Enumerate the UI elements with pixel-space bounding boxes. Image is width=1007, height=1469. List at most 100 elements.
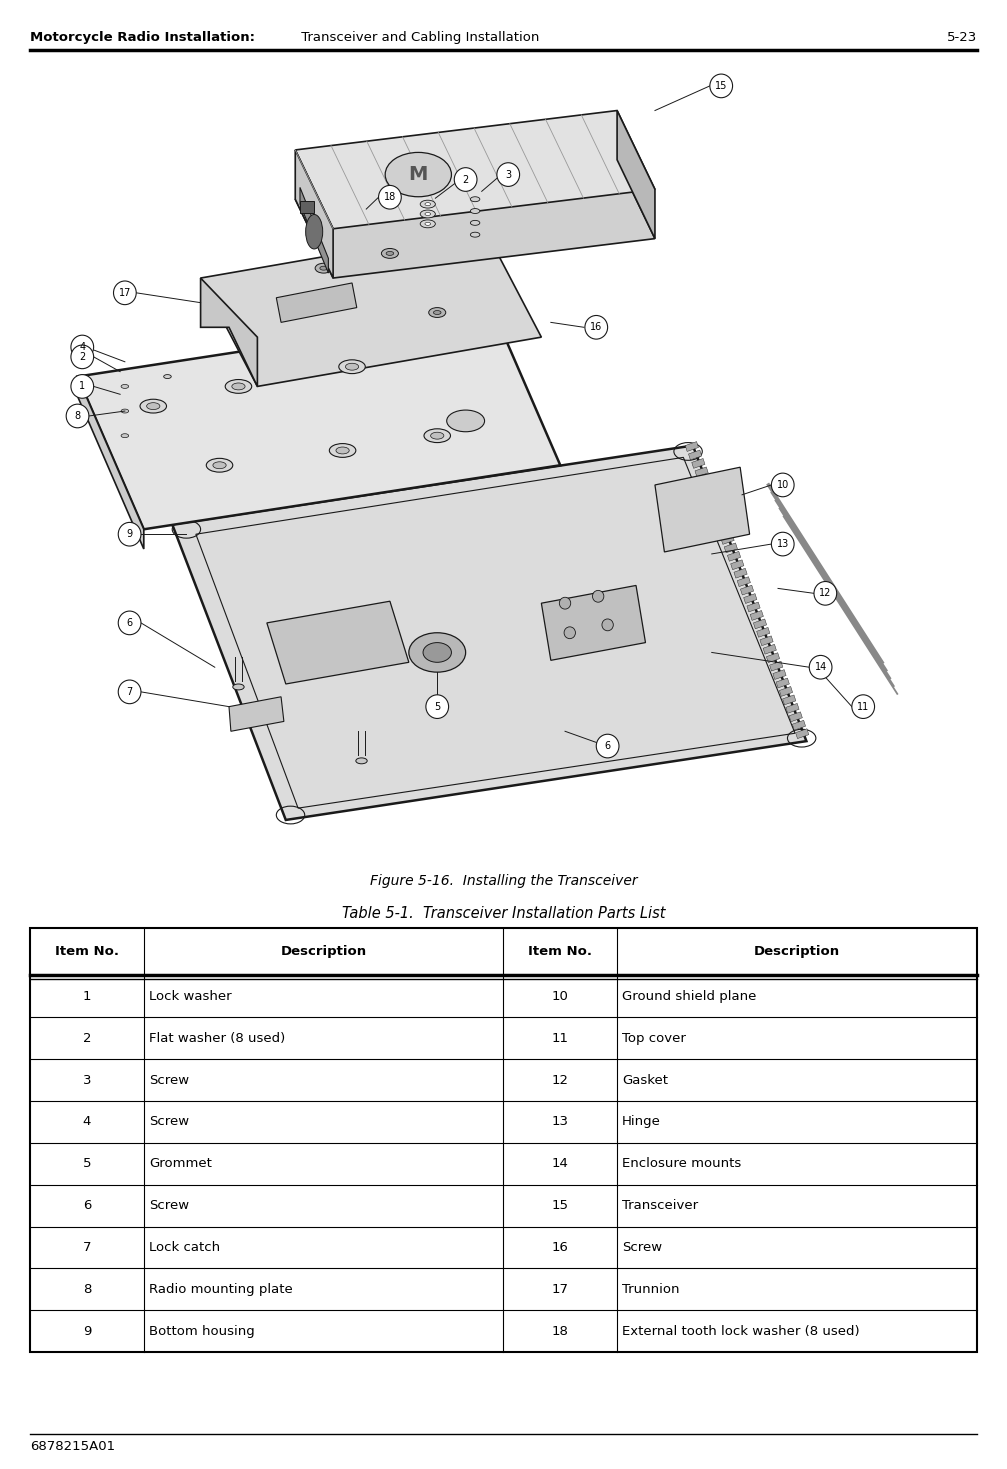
Circle shape — [379, 185, 401, 209]
Polygon shape — [200, 278, 258, 386]
Circle shape — [852, 695, 874, 718]
Circle shape — [564, 627, 575, 639]
Ellipse shape — [425, 222, 431, 225]
Circle shape — [70, 335, 94, 358]
Text: Description: Description — [281, 946, 367, 958]
Polygon shape — [796, 729, 809, 739]
Ellipse shape — [306, 214, 322, 248]
Circle shape — [559, 598, 571, 610]
Text: Item No.: Item No. — [529, 946, 592, 958]
Polygon shape — [785, 704, 800, 714]
Polygon shape — [772, 670, 786, 680]
Polygon shape — [747, 602, 760, 613]
Ellipse shape — [121, 433, 129, 438]
Text: 12: 12 — [819, 588, 832, 598]
Ellipse shape — [470, 209, 479, 213]
Ellipse shape — [382, 248, 399, 259]
Circle shape — [814, 582, 837, 605]
Text: 6878215A01: 6878215A01 — [30, 1440, 116, 1453]
Text: 4: 4 — [80, 342, 86, 353]
Text: 3: 3 — [83, 1074, 92, 1087]
Text: Grommet: Grommet — [149, 1158, 211, 1171]
Text: Trunnion: Trunnion — [622, 1282, 680, 1296]
Circle shape — [596, 734, 619, 758]
Ellipse shape — [447, 410, 484, 432]
Circle shape — [426, 695, 448, 718]
Ellipse shape — [431, 432, 444, 439]
Text: External tooth lock washer (8 used): External tooth lock washer (8 used) — [622, 1325, 860, 1338]
Ellipse shape — [232, 383, 245, 389]
Circle shape — [114, 281, 136, 304]
Polygon shape — [685, 442, 699, 451]
Text: 17: 17 — [552, 1282, 569, 1296]
Polygon shape — [756, 627, 770, 638]
Text: Lock catch: Lock catch — [149, 1241, 220, 1255]
Polygon shape — [172, 445, 807, 820]
Polygon shape — [267, 601, 409, 685]
Text: 2: 2 — [83, 1031, 92, 1044]
Text: 8: 8 — [75, 411, 81, 422]
Text: 7: 7 — [83, 1241, 92, 1255]
Ellipse shape — [226, 379, 252, 394]
Polygon shape — [793, 720, 806, 730]
Text: 2: 2 — [80, 353, 86, 361]
Polygon shape — [737, 577, 750, 586]
Text: 9: 9 — [83, 1325, 92, 1338]
Circle shape — [118, 680, 141, 704]
Polygon shape — [200, 229, 542, 386]
Text: 18: 18 — [384, 192, 396, 203]
Circle shape — [602, 618, 613, 630]
Text: Lock washer: Lock washer — [149, 990, 232, 1003]
Text: 15: 15 — [552, 1199, 569, 1212]
Text: Transceiver and Cabling Installation: Transceiver and Cabling Installation — [297, 31, 540, 44]
Polygon shape — [766, 652, 779, 663]
Polygon shape — [78, 313, 560, 529]
Polygon shape — [617, 110, 655, 238]
Text: Hinge: Hinge — [622, 1115, 661, 1128]
Text: 8: 8 — [83, 1282, 92, 1296]
Text: 5: 5 — [83, 1158, 92, 1171]
Polygon shape — [769, 661, 782, 671]
Text: Ground shield plane: Ground shield plane — [622, 990, 756, 1003]
Polygon shape — [718, 526, 731, 536]
Text: Motorcycle Radio Installation:: Motorcycle Radio Installation: — [30, 31, 255, 44]
Text: Top cover: Top cover — [622, 1031, 686, 1044]
Polygon shape — [78, 376, 144, 549]
Ellipse shape — [336, 447, 349, 454]
Ellipse shape — [425, 213, 431, 216]
Text: 4: 4 — [83, 1115, 92, 1128]
Ellipse shape — [423, 642, 451, 663]
Text: Transceiver: Transceiver — [622, 1199, 698, 1212]
Polygon shape — [779, 686, 793, 696]
Text: Enclosure mounts: Enclosure mounts — [622, 1158, 741, 1171]
Text: 5: 5 — [434, 702, 440, 711]
Polygon shape — [295, 160, 655, 278]
Text: Radio mounting plate: Radio mounting plate — [149, 1282, 293, 1296]
Bar — [300, 201, 314, 213]
Text: 11: 11 — [552, 1031, 569, 1044]
Circle shape — [454, 167, 477, 191]
Text: Gasket: Gasket — [622, 1074, 668, 1087]
Polygon shape — [740, 585, 753, 595]
Circle shape — [70, 375, 94, 398]
Text: Screw: Screw — [149, 1199, 189, 1212]
Ellipse shape — [121, 408, 129, 413]
Polygon shape — [763, 645, 776, 654]
Text: Description: Description — [754, 946, 840, 958]
Text: 16: 16 — [552, 1241, 569, 1255]
Ellipse shape — [470, 220, 479, 225]
Circle shape — [771, 473, 795, 497]
Ellipse shape — [320, 266, 327, 270]
Text: 1: 1 — [83, 990, 92, 1003]
Ellipse shape — [329, 444, 355, 457]
Polygon shape — [295, 150, 333, 278]
Ellipse shape — [338, 360, 366, 373]
Circle shape — [66, 404, 89, 427]
Ellipse shape — [140, 400, 166, 413]
Polygon shape — [743, 593, 757, 604]
Ellipse shape — [121, 385, 129, 388]
Polygon shape — [276, 284, 356, 322]
Polygon shape — [702, 483, 715, 494]
Polygon shape — [300, 188, 328, 273]
Ellipse shape — [147, 403, 160, 410]
